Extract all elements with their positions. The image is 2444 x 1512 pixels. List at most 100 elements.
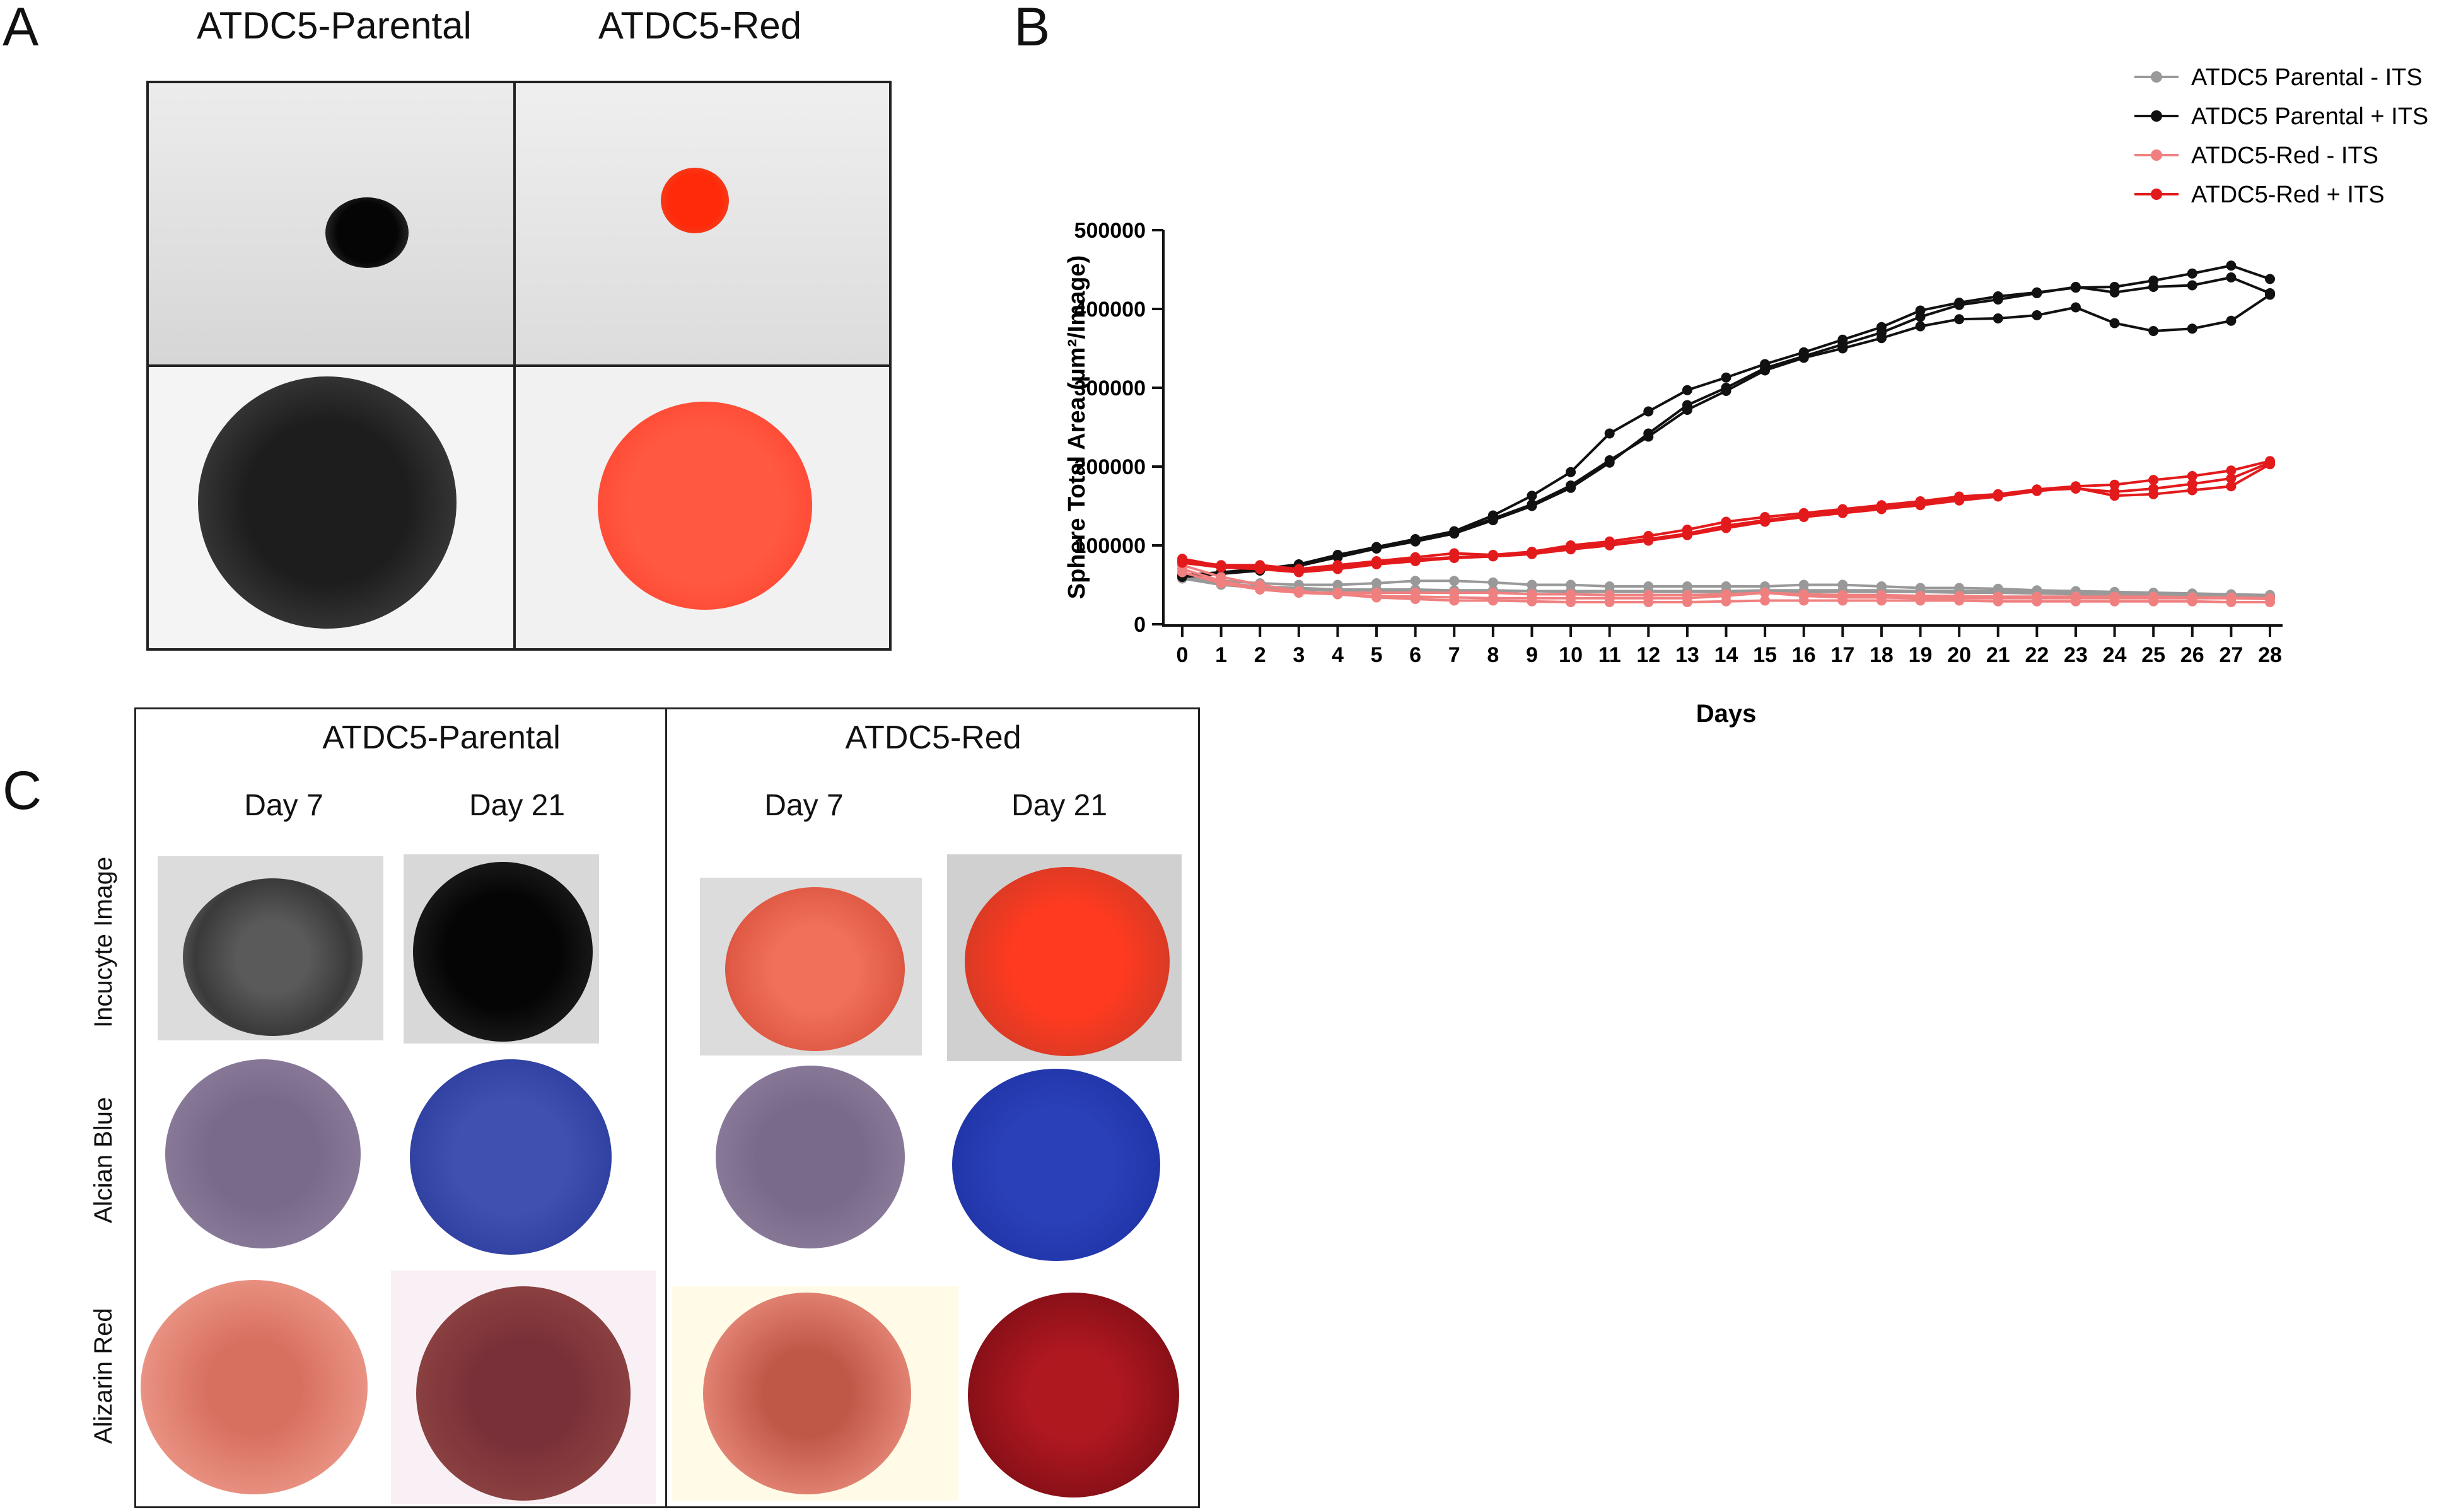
incucyte-red-day21 — [947, 854, 1182, 1061]
y-tick-label: 200000 — [1074, 455, 1146, 479]
data-point — [2265, 274, 2275, 284]
red-small-spheroid-image — [516, 82, 890, 364]
panel-a-border-right — [889, 81, 892, 651]
x-tick-label: 10 — [1559, 643, 1583, 667]
panel-a-letter: A — [3, 0, 39, 57]
data-point — [1837, 590, 1848, 600]
data-point — [2109, 591, 2120, 602]
data-point — [1760, 365, 1771, 376]
incucyte-parental-day21-spheroid — [413, 862, 593, 1042]
data-point — [2032, 591, 2042, 602]
data-point — [1915, 591, 1926, 601]
data-point — [1566, 589, 1576, 600]
panel-a-title-parental: ATDC5-Parental — [197, 4, 472, 47]
x-tick-label: 21 — [1986, 643, 2010, 667]
data-point — [1682, 385, 1692, 395]
data-point — [1332, 551, 1343, 562]
data-point — [2148, 591, 2159, 602]
data-point — [2226, 315, 2237, 326]
alcian-parental-day7 — [165, 1059, 361, 1248]
x-tick-label: 0 — [1177, 643, 1189, 667]
panel-a-border-top — [146, 81, 892, 83]
alizarin-red-day7-spheroid — [703, 1293, 911, 1494]
x-axis-title: Days — [1696, 700, 1757, 728]
data-point — [1915, 500, 1926, 511]
data-point — [1876, 590, 1887, 600]
panel-b-letter: B — [1014, 0, 1050, 57]
data-point — [2226, 465, 2237, 476]
data-point — [1332, 564, 1343, 574]
day-label-parental-21: Day 21 — [468, 789, 566, 822]
series-line — [1182, 293, 2271, 578]
data-point — [1487, 588, 1498, 598]
alizarin-parental-day21 — [391, 1271, 656, 1504]
data-point — [1993, 313, 2003, 323]
panel-a-title-red: ATDC5-Red — [598, 4, 802, 47]
data-point — [1566, 467, 1576, 477]
legend-swatch-marker — [2151, 189, 2162, 200]
x-tick-label: 26 — [2180, 643, 2204, 667]
x-tick-label: 24 — [2103, 643, 2127, 667]
x-tick-label: 2 — [1254, 643, 1266, 667]
panel-a-border-left — [146, 81, 149, 651]
data-point — [1682, 530, 1692, 540]
day-label-parental-7: Day 7 — [244, 789, 323, 822]
data-point — [1566, 480, 1576, 491]
incucyte-parental-day7-spheroid — [183, 878, 363, 1036]
data-point — [1643, 597, 1654, 607]
data-point — [1487, 577, 1498, 588]
red-small-spheroid — [661, 168, 729, 233]
data-point — [2187, 323, 2197, 334]
legend-entry: ATDC5-Red - ITS — [2191, 142, 2378, 169]
incucyte-red-day21-spheroid — [965, 867, 1170, 1056]
data-point — [1449, 588, 1460, 598]
data-point — [2226, 272, 2237, 282]
data-point — [1760, 588, 1771, 598]
data-point — [1876, 504, 1887, 515]
x-tick-label: 13 — [1675, 643, 1699, 667]
data-point — [1954, 591, 1965, 601]
data-point — [1721, 523, 1731, 533]
x-tick-label: 25 — [2141, 643, 2165, 667]
data-point — [2187, 268, 2197, 279]
y-axis-title: Sphere Total Area (µm²/Image) — [1064, 255, 1090, 600]
x-tick-label: 11 — [1598, 643, 1621, 667]
data-point — [1527, 491, 1537, 501]
x-tick-label: 14 — [1714, 643, 1738, 667]
data-point — [1643, 431, 1654, 442]
data-point — [1837, 508, 1848, 518]
data-point — [1993, 294, 2003, 305]
data-point — [1915, 311, 1926, 322]
data-point — [1604, 590, 1615, 600]
data-point — [2226, 473, 2237, 484]
data-point — [1332, 588, 1343, 598]
data-point — [2148, 475, 2159, 486]
red-large-spheroid — [598, 402, 812, 610]
legend-swatch-marker — [2151, 71, 2162, 83]
data-point — [1721, 372, 1731, 383]
data-point — [1604, 455, 1615, 465]
data-point — [1604, 540, 1615, 550]
chart-series — [1177, 260, 2275, 607]
data-point — [2187, 280, 2197, 291]
data-point — [1954, 299, 1965, 310]
x-tick-label: 3 — [1293, 643, 1305, 667]
data-point — [2032, 288, 2042, 298]
data-point — [1449, 595, 1460, 606]
data-point — [2148, 489, 2159, 499]
data-point — [2032, 486, 2042, 496]
legend-swatch-marker — [2151, 110, 2162, 122]
legend-entry: ATDC5 Parental + ITS — [2191, 103, 2428, 130]
data-point — [2070, 282, 2081, 292]
day-label-red-21: Day 21 — [1011, 789, 1108, 822]
data-point — [1449, 553, 1460, 563]
x-tick-label: 12 — [1636, 643, 1660, 667]
panel-c-title-red: ATDC5-Red — [845, 719, 1021, 756]
y-tick-label: 300000 — [1074, 376, 1146, 400]
data-point — [2109, 318, 2120, 329]
data-point — [1216, 578, 1226, 588]
x-tick-label: 15 — [1753, 643, 1777, 667]
data-point — [2265, 593, 2275, 603]
data-point — [1410, 556, 1421, 566]
